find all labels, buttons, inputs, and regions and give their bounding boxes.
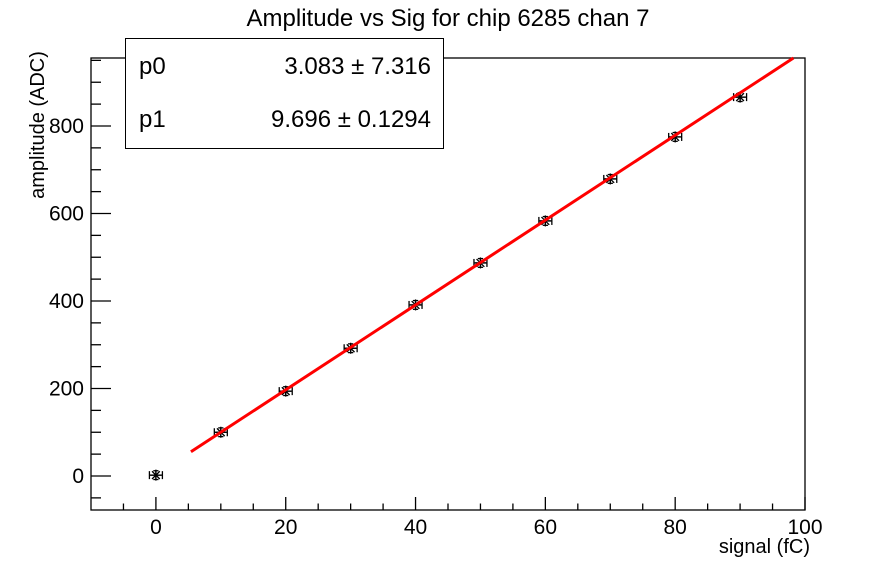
stats-row-p0: p0 3.083 ± 7.316 <box>139 53 431 81</box>
data-point-marker <box>151 470 161 480</box>
data-point-marker <box>735 92 745 102</box>
y-tick-label: 200 <box>49 378 84 401</box>
stats-row-p1: p1 9.696 ± 0.1294 <box>139 106 431 134</box>
x-tick-label: 100 <box>787 516 822 539</box>
y-tick-label: 800 <box>49 115 84 138</box>
param-p1-name: p1 <box>139 105 166 133</box>
x-tick-label: 0 <box>150 516 162 539</box>
y-tick-label: 600 <box>49 202 84 225</box>
param-p0-name: p0 <box>139 53 166 81</box>
param-p0-value: 3.083 ± 7.316 <box>284 53 431 81</box>
y-axis-title: amplitude (ADC) <box>27 51 49 199</box>
plot-generated-layer: 0 20 40 60 80 100 0 200 400 600 800 <box>49 56 823 539</box>
y-tick-label: 400 <box>49 290 84 313</box>
x-tick-label: 60 <box>534 516 557 539</box>
chart-title: Amplitude vs Sig for chip 6285 chan 7 <box>246 5 650 32</box>
fit-stats-box: p0 3.083 ± 7.316 p1 9.696 ± 0.1294 <box>125 38 444 149</box>
x-tick-label: 20 <box>274 516 297 539</box>
param-p1-value: 9.696 ± 0.1294 <box>271 105 431 133</box>
fit-line <box>190 56 795 454</box>
x-tick-label: 40 <box>404 516 427 539</box>
y-tick-label: 0 <box>72 465 84 488</box>
x-tick-label: 80 <box>664 516 687 539</box>
x-axis-title: signal (fC) <box>719 536 810 558</box>
